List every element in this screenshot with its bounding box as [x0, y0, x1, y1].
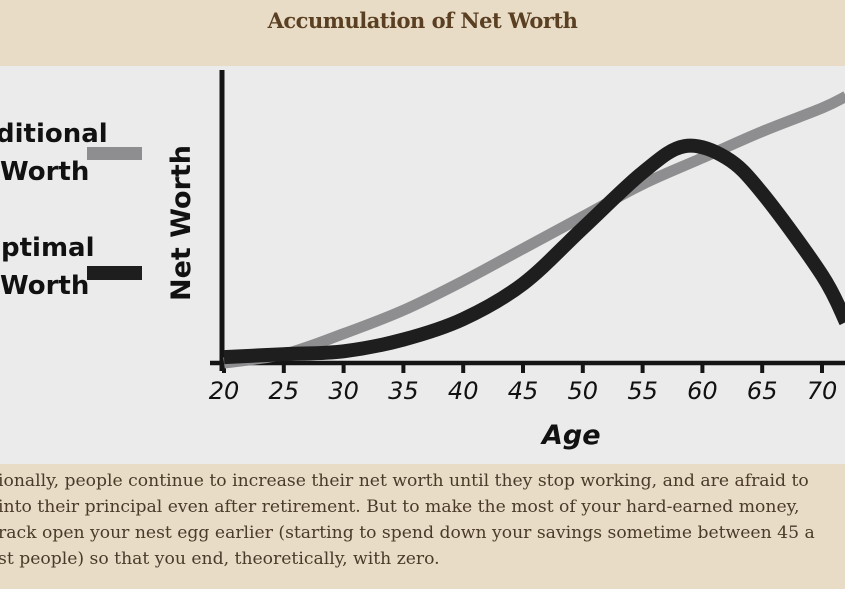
series-line-traditional	[223, 91, 845, 369]
x-tick-label: 20	[209, 377, 240, 405]
x-tick-label: 40	[448, 377, 479, 405]
x-tick-label: 65	[747, 377, 778, 405]
chart-svg: ditional Worth ptimal Worth Net Worth 20…	[0, 70, 845, 451]
x-ticks: 20 25 30 35 40 45 50 55 60 65 70	[209, 363, 838, 405]
x-tick-label: 60	[687, 377, 718, 405]
x-tick-label: 50	[568, 377, 599, 405]
series-line-optimal	[223, 138, 845, 365]
chart-title: Accumulation of Net Worth	[267, 8, 578, 33]
legend-optimal-line1: ptimal	[1, 233, 95, 263]
caption-line-2: into their principal even after retireme…	[0, 497, 800, 517]
x-tick-label: 25	[269, 377, 300, 405]
x-tick-label: 45	[508, 377, 539, 405]
legend: ditional Worth ptimal Worth	[0, 119, 142, 301]
y-axis-label: Net Worth	[166, 145, 197, 301]
caption: ionally, people continue to increase the…	[0, 468, 845, 572]
caption-line-1: ionally, people continue to increase the…	[0, 471, 809, 491]
legend-traditional-line1: ditional	[0, 119, 108, 149]
legend-optimal-swatch	[87, 266, 142, 280]
x-tick-label: 35	[388, 377, 419, 405]
legend-traditional-line2: Worth	[0, 157, 89, 187]
x-tick-label: 30	[328, 377, 359, 405]
legend-optimal-line2: Worth	[0, 271, 89, 301]
x-tick-label: 55	[627, 377, 658, 405]
caption-line-3: rack open your nest egg earlier (startin…	[0, 523, 815, 543]
caption-line-4: st people) so that you end, theoreticall…	[0, 549, 440, 569]
x-tick-label: 70	[807, 377, 838, 405]
chart-figure: ditional Worth ptimal Worth Net Worth 20…	[0, 66, 845, 464]
series-lines	[223, 91, 845, 369]
x-axis-label: Age	[540, 420, 601, 451]
legend-traditional-swatch	[87, 147, 142, 160]
